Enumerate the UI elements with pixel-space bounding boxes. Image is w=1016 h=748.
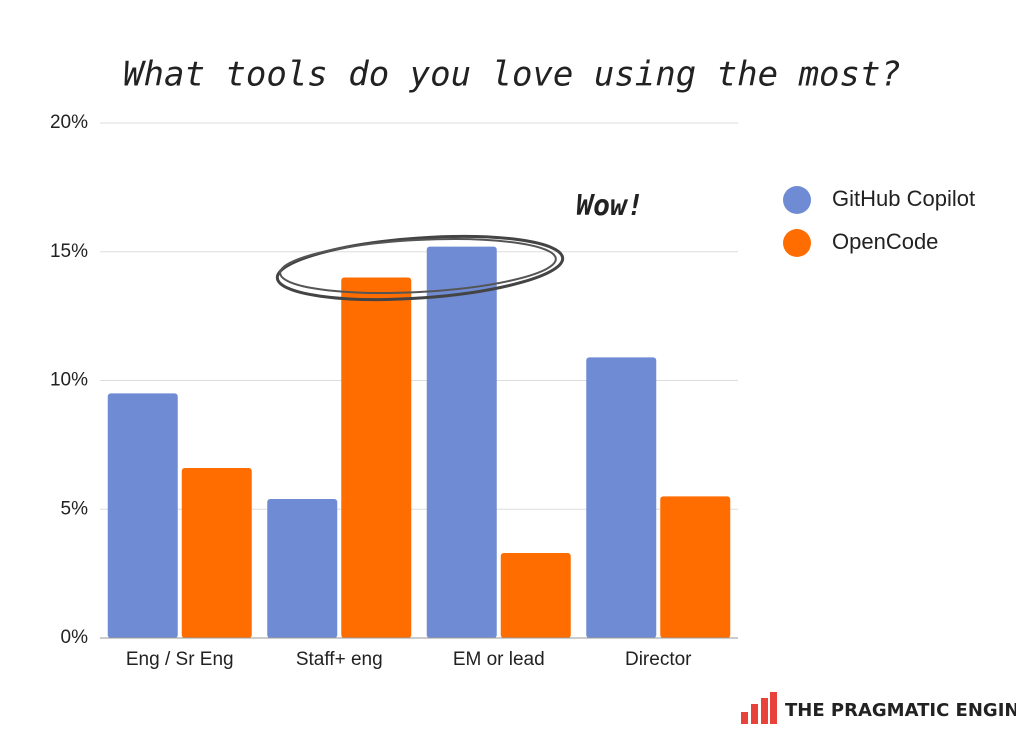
legend-label: GitHub Copilot [832, 186, 975, 211]
legend-swatch [783, 229, 811, 257]
legend-swatch [783, 186, 811, 214]
bar [107, 393, 178, 638]
y-tick-label: 5% [61, 498, 89, 519]
x-tick-label: EM or lead [453, 649, 545, 670]
legend-label: OpenCode [832, 229, 938, 254]
annotation-circle [275, 234, 565, 302]
y-tick-label: 15% [50, 241, 88, 262]
logo [741, 692, 777, 724]
x-tick-label: Director [625, 649, 692, 670]
bar [500, 553, 571, 638]
y-tick-label: 20% [50, 112, 88, 133]
x-tick-label: Eng / Sr Eng [126, 649, 234, 670]
y-tick-label: 0% [61, 627, 89, 648]
bar [341, 277, 412, 638]
bar [426, 246, 497, 638]
bar [181, 468, 252, 638]
bar [586, 357, 657, 638]
annotation-circle [279, 238, 557, 294]
bar [660, 496, 731, 638]
annotation: Wow! [576, 189, 643, 222]
chart-title: What tools do you love using the most? [123, 55, 901, 95]
brand: THE PRAGMATIC ENGINEER [785, 700, 1016, 721]
x-tick-label: Staff+ eng [296, 649, 383, 670]
bar [267, 498, 338, 638]
y-tick-label: 10% [50, 370, 88, 391]
